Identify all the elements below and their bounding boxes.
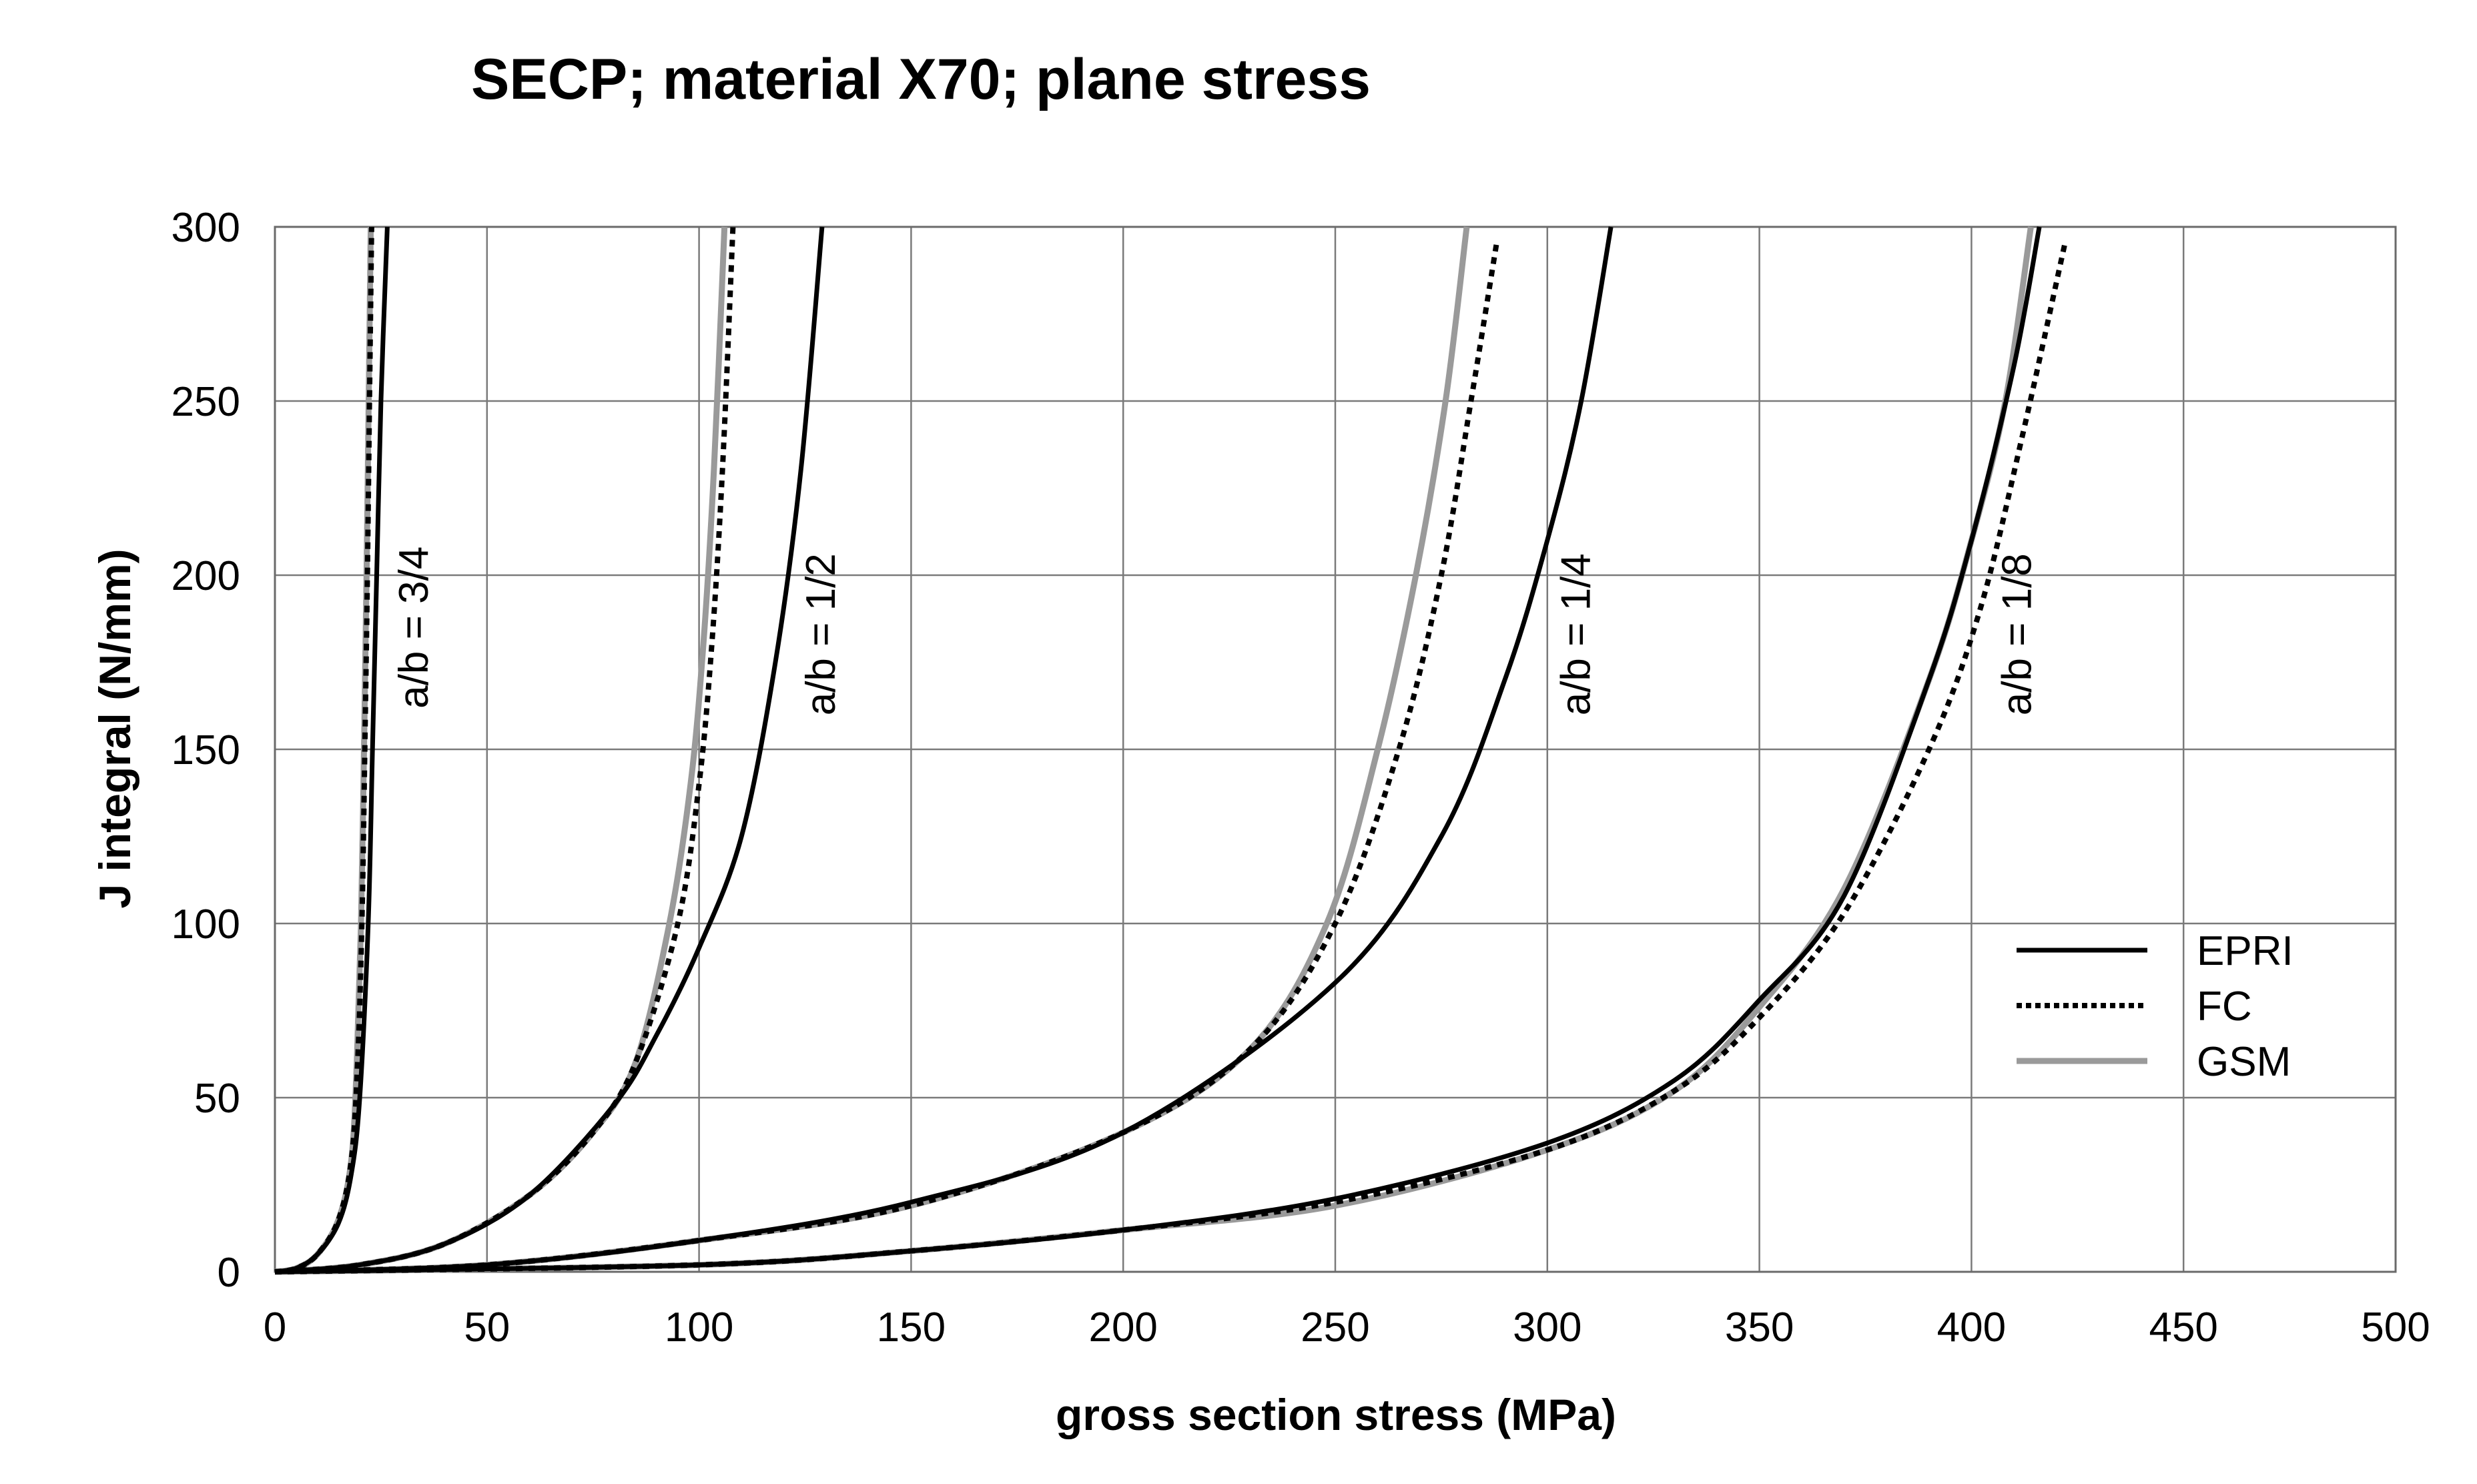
x-tick-label: 250 — [1301, 1305, 1369, 1351]
series-line-epri-3-4 — [274, 226, 390, 1274]
y-tick-label: 50 — [194, 1076, 240, 1122]
x-tick-label: 500 — [2361, 1305, 2430, 1351]
y-tick-label: 200 — [171, 553, 240, 599]
series-lines — [274, 226, 2068, 1275]
series-line-fc-1-2 — [274, 226, 736, 1274]
x-tick-label: 200 — [1088, 1305, 1157, 1351]
x-tick-label: 450 — [2149, 1305, 2217, 1351]
x-tick-label: 0 — [264, 1305, 286, 1351]
curve-annotation: a/b = 1/8 — [1994, 553, 2040, 715]
x-tick-label: 300 — [1513, 1305, 1581, 1351]
legend-label-fc: FC — [2197, 984, 2252, 1030]
x-axis-tick-labels: 0 50 100 150 200 250 300 350 400 450 500 — [264, 1305, 2430, 1351]
chart-title: SECP; material X70; plane stress — [471, 47, 1371, 111]
curve-annotation: a/b = 1/4 — [1553, 553, 1599, 715]
x-tick-label: 400 — [1937, 1305, 2006, 1351]
x-tick-label: 100 — [665, 1305, 733, 1351]
legend-label-gsm: GSM — [2197, 1039, 2291, 1085]
curve-annotations: a/b = 3/4 a/b = 1/2 a/b = 1/4 a/b = 1/8 — [391, 546, 2041, 715]
x-axis-title: gross section stress (MPa) — [1056, 1390, 1616, 1439]
curve-annotation: a/b = 3/4 — [391, 546, 437, 709]
series-line-epri-1-4 — [274, 226, 1614, 1274]
curve-annotation: a/b = 1/2 — [798, 553, 844, 715]
plot-area-frame — [274, 226, 2397, 1273]
y-axis-title: J integral (N/mm) — [90, 548, 139, 908]
x-tick-label: 150 — [877, 1305, 946, 1351]
y-tick-label: 250 — [171, 379, 240, 425]
y-tick-label: 150 — [171, 727, 240, 773]
series-line-fc-1-8 — [274, 244, 2068, 1274]
legend-label-epri: EPRI — [2197, 928, 2293, 974]
series-line-epri-1-8 — [274, 226, 2042, 1274]
legend: EPRI FC GSM — [2017, 928, 2293, 1085]
series-line-epri-1-2 — [274, 226, 825, 1274]
y-tick-label: 100 — [171, 901, 240, 948]
y-axis-tick-labels: 0 50 100 150 200 250 300 — [171, 205, 240, 1296]
x-tick-label: 350 — [1725, 1305, 1794, 1351]
y-tick-label: 0 — [218, 1250, 240, 1296]
x-tick-label: 50 — [464, 1305, 510, 1351]
y-tick-label: 300 — [171, 205, 240, 251]
